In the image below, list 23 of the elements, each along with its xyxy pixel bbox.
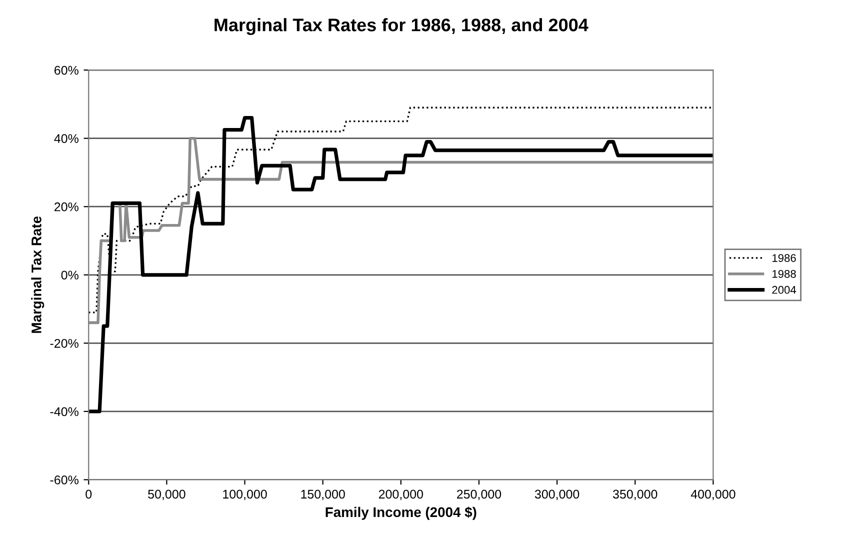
y-tick-label: 40% [54, 134, 78, 143]
x-tick-label: 350,000 [612, 490, 658, 500]
y-tick-label: -40% [50, 407, 78, 416]
legend-label: 1986 [772, 254, 796, 262]
x-axis-title: Family Income (2004 $) [326, 506, 476, 520]
chart-title: Marginal Tax Rates for 1986, 1988, and 2004 [214, 18, 588, 36]
x-tick-label: 150,000 [301, 490, 345, 500]
x-tick-label: 300,000 [534, 490, 580, 500]
x-tick-label: 200,000 [378, 490, 424, 500]
x-tick-label: 50,000 [148, 490, 186, 500]
x-tick-label: 400,000 [690, 490, 736, 500]
x-tick-label: 250,000 [457, 490, 502, 500]
y-tick-label: 20% [54, 202, 78, 212]
legend-label: 2004 [772, 286, 796, 294]
x-tick-label: 100,000 [223, 490, 267, 500]
legend-label: 1988 [772, 270, 796, 278]
x-tick-label: 0 [86, 490, 92, 499]
y-tick-label: 60% [54, 66, 78, 75]
y-tick-label: -20% [50, 338, 78, 348]
y-tick-label: -60% [50, 476, 78, 484]
y-tick-label: 0% [61, 270, 78, 280]
line-series [88, 136, 714, 324]
y-axis-title: Marginal Tax Rate [31, 216, 44, 333]
